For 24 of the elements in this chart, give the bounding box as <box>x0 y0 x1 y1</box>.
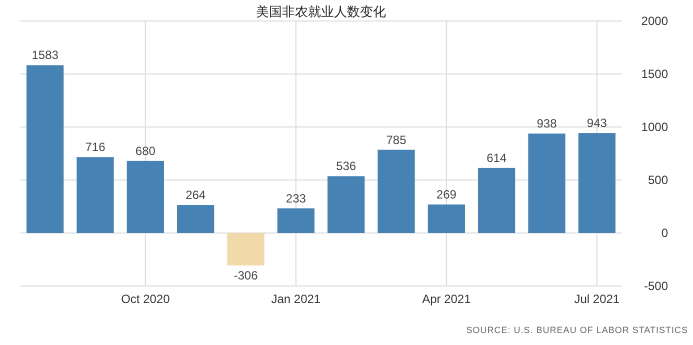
ytick: 2000 <box>641 14 668 28</box>
ytick: 0 <box>661 226 668 240</box>
data-label: 785 <box>386 132 406 147</box>
data-label: 1583 <box>32 48 58 62</box>
xtick: Jan 2021 <box>271 292 321 306</box>
xtick: Oct 2020 <box>121 292 170 306</box>
data-label: 233 <box>286 191 306 206</box>
ytick: 1000 <box>641 120 668 134</box>
data-label: 943 <box>586 116 607 130</box>
annotation: SOURCE: U.S. BUREAU OF LABOR STATISTICS <box>466 325 688 335</box>
data-label: -306 <box>234 268 258 282</box>
data-label: 269 <box>436 187 456 202</box>
data-label: 938 <box>536 116 557 131</box>
ytick: 1500 <box>641 67 668 81</box>
ytick: 500 <box>648 173 668 187</box>
data-label: 614 <box>486 150 507 165</box>
xtick: Jul 2021 <box>574 292 620 306</box>
data-label: 536 <box>336 159 356 174</box>
data-label: 264 <box>186 188 206 202</box>
ytick: -500 <box>644 279 668 293</box>
data-label: 680 <box>135 144 156 158</box>
xtick: Apr 2021 <box>422 292 471 306</box>
data-label: 716 <box>85 140 106 154</box>
title: 美国非农就业人数变化 <box>256 4 386 19</box>
